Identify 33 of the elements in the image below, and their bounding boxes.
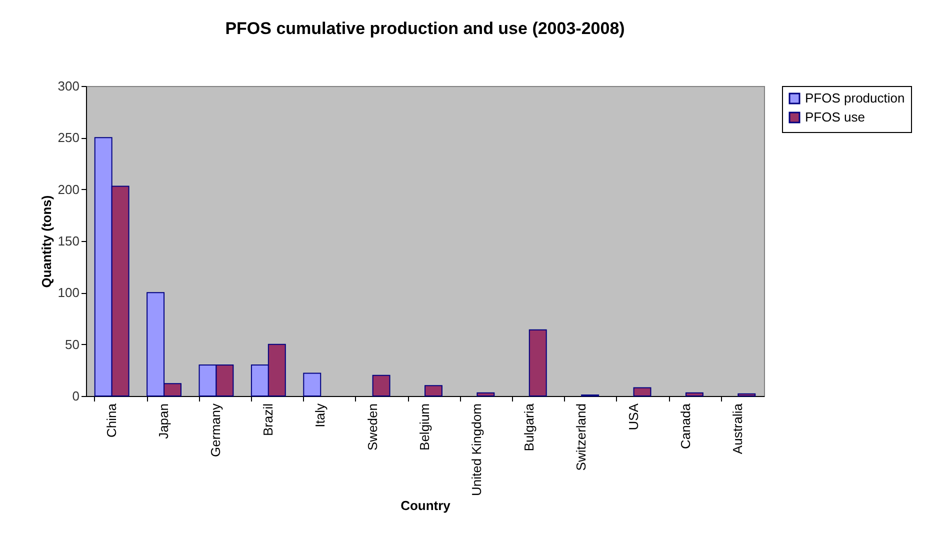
y-tick-label: 150	[58, 234, 80, 248]
bar	[372, 374, 390, 396]
x-tick-label: Germany	[208, 403, 224, 457]
x-tick-label: Canada	[678, 402, 693, 450]
bar	[476, 392, 495, 396]
bar	[685, 392, 704, 396]
bar	[424, 385, 442, 396]
y-tick-label: 0	[72, 388, 80, 404]
x-tick-label: Belgium	[417, 404, 432, 450]
x-tick-label: Italy	[312, 403, 328, 428]
y-tick-label: 100	[58, 285, 80, 300]
bar	[303, 372, 322, 396]
y-axis-title: Quantity (tons)	[38, 195, 54, 288]
x-tick-label: Australia	[730, 402, 746, 454]
y-tick-label: 200	[58, 182, 80, 197]
x-tick-label: Bulgaria	[521, 402, 536, 452]
x-tick-label: China	[104, 402, 119, 438]
x-axis-title: Country	[400, 498, 452, 513]
legend-label: PFOS production	[805, 90, 905, 106]
bar	[528, 329, 547, 396]
bar	[738, 393, 756, 396]
y-tick-label: 50	[65, 336, 80, 352]
x-tick-label: Japan	[156, 404, 172, 439]
x-tick-label: Switzerland	[574, 404, 589, 471]
bar	[633, 387, 652, 396]
x-tick-label: United Kingdom	[469, 404, 484, 496]
y-tick-label: 300	[58, 78, 80, 94]
x-tick-label: Sweden	[364, 404, 380, 450]
y-tick-label: 250	[58, 130, 80, 146]
legend-label: PFOS use	[805, 110, 865, 124]
x-tick-label: USA	[626, 403, 641, 430]
chart-title: PFOS cumulative production and use (2003-2008)	[225, 19, 625, 38]
x-tick-label: Brazil	[260, 403, 276, 436]
